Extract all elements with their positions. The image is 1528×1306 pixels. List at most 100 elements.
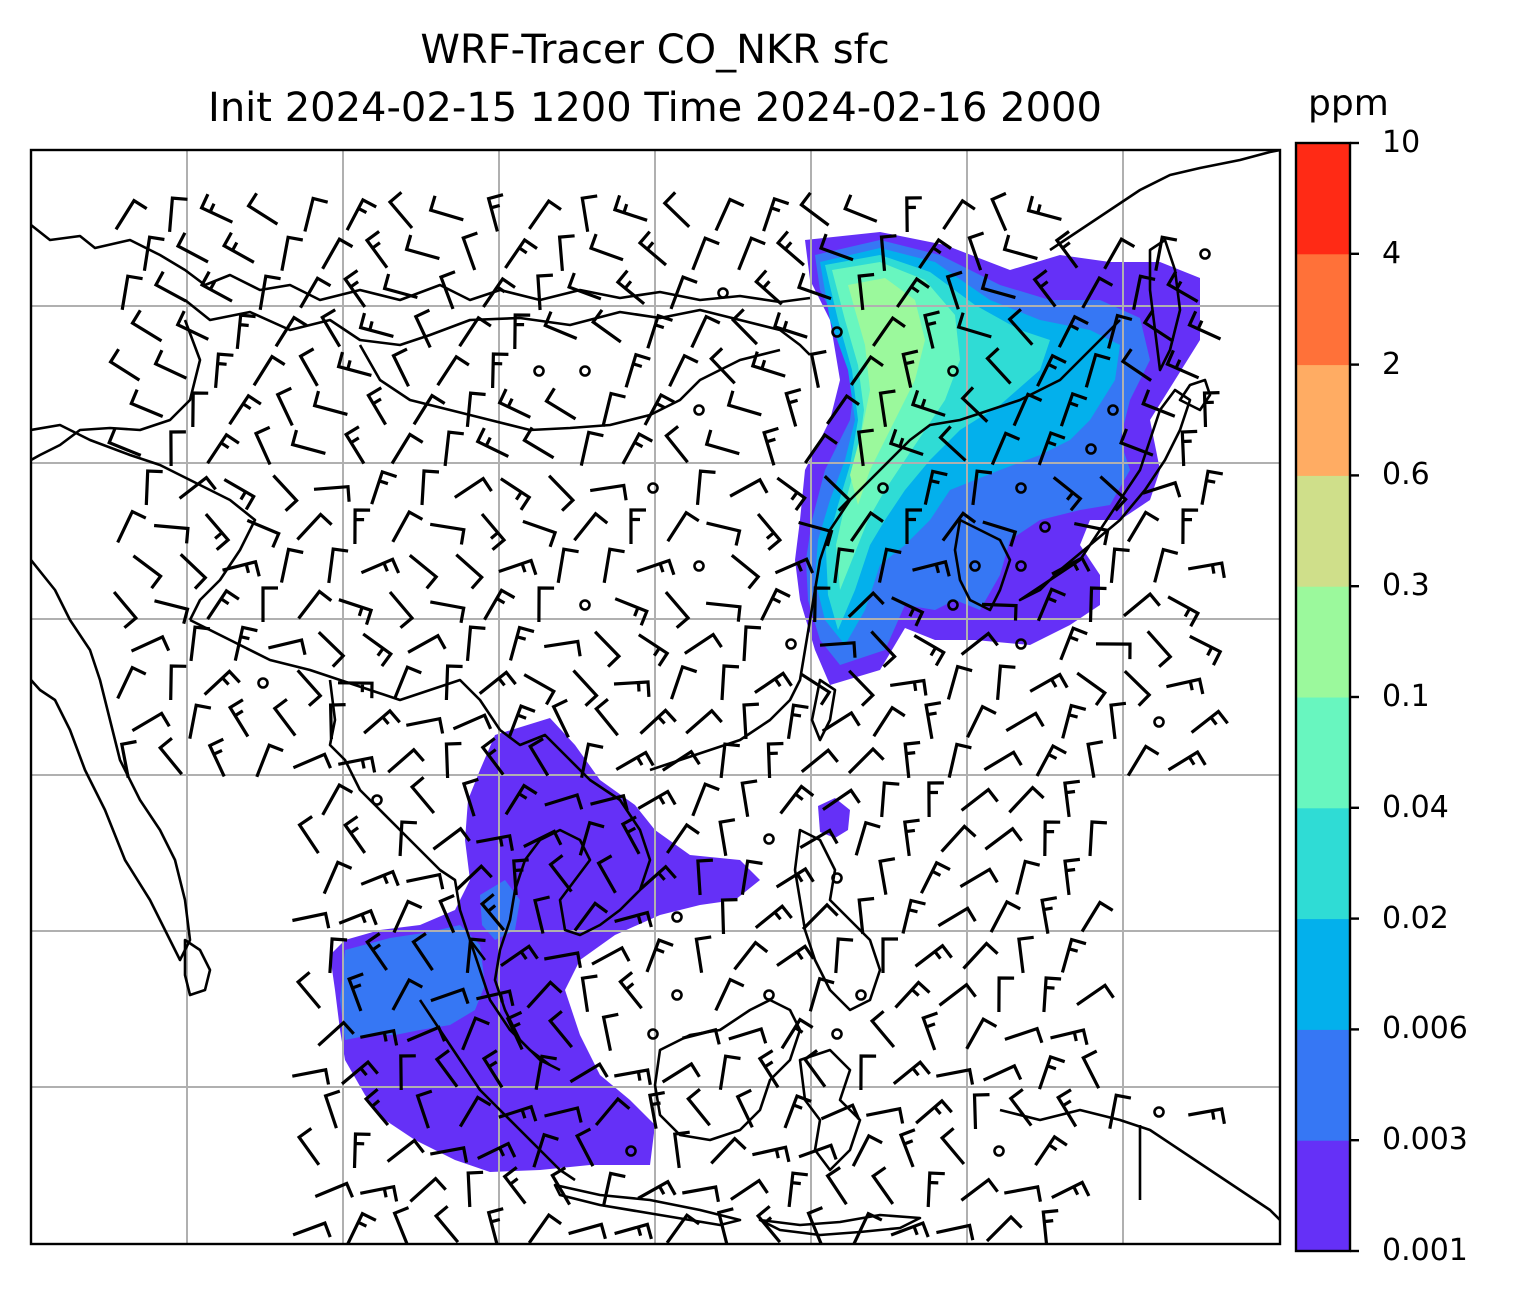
wind-barb xyxy=(775,230,805,267)
wind-barb xyxy=(871,315,906,347)
wind-barb xyxy=(801,902,839,931)
wind-barb xyxy=(945,270,963,310)
wind-barb xyxy=(299,276,332,309)
wind-barb xyxy=(340,1059,379,1086)
calm-wind-circle xyxy=(1015,482,1027,494)
wind-barb xyxy=(527,198,562,230)
wind-barb xyxy=(337,755,377,773)
wind-barb xyxy=(568,1222,607,1240)
wind-barb xyxy=(443,430,464,467)
wind-barb xyxy=(523,829,563,849)
wind-barb xyxy=(921,1011,939,1051)
wind-barb xyxy=(179,553,208,590)
colorbar-segment xyxy=(1296,143,1350,255)
wind-barb xyxy=(665,1212,701,1244)
border-china-west xyxy=(31,319,202,462)
wind-barb xyxy=(1086,740,1104,778)
calm-wind-circle xyxy=(1085,443,1097,455)
wind-barb xyxy=(153,523,190,544)
wind-barb xyxy=(272,474,299,512)
wind-barb xyxy=(1004,1185,1042,1202)
wind-barb xyxy=(342,815,367,854)
wind-barb xyxy=(465,391,486,428)
wind-barb xyxy=(114,198,148,231)
wind-barb xyxy=(1063,779,1080,818)
wind-barb xyxy=(290,429,326,455)
wind-barb xyxy=(222,559,261,577)
wind-barb xyxy=(1167,749,1207,772)
wind-barb xyxy=(936,1223,975,1241)
wind-barb xyxy=(204,513,231,551)
calm-wind-circle xyxy=(257,677,269,689)
wind-barb xyxy=(392,899,423,934)
wind-barb xyxy=(890,1220,930,1238)
wind-barb xyxy=(942,198,976,230)
wind-barb xyxy=(433,1205,460,1244)
wind-barb xyxy=(522,426,555,460)
wind-barb xyxy=(646,313,673,349)
wind-barb xyxy=(107,428,142,457)
wind-barb xyxy=(430,987,470,1005)
wind-barb xyxy=(142,235,165,272)
wind-barb xyxy=(353,508,371,545)
wind-barb xyxy=(618,971,643,1010)
coast-sumatra xyxy=(418,999,576,1182)
wind-barb xyxy=(1202,391,1220,428)
wind-barb xyxy=(390,432,424,465)
wind-barb xyxy=(404,234,440,261)
wind-barb xyxy=(737,236,766,271)
wind-barb xyxy=(872,705,906,738)
wind-barb xyxy=(645,938,674,973)
wind-barb xyxy=(345,197,377,231)
wind-barb xyxy=(296,669,323,707)
wind-barb xyxy=(436,354,470,387)
wind-barb xyxy=(937,906,977,928)
wind-barb xyxy=(129,388,164,418)
wind-barb xyxy=(261,586,278,622)
wind-barb xyxy=(280,235,304,271)
wind-barb xyxy=(298,347,319,387)
coast-russia-far-east xyxy=(1049,150,1280,252)
wind-barb xyxy=(189,625,211,662)
wind-barb xyxy=(798,520,834,547)
wind-barb xyxy=(382,273,418,300)
wind-barb xyxy=(985,1214,1023,1243)
wind-barb xyxy=(981,602,1018,621)
wind-barb xyxy=(601,391,626,427)
calm-wind-circle xyxy=(693,404,705,416)
wind-barb xyxy=(705,601,742,622)
wind-barb xyxy=(997,976,1015,1013)
wind-barb xyxy=(754,269,783,306)
wind-barb xyxy=(889,678,928,696)
wind-barb xyxy=(455,553,484,590)
wind-barb xyxy=(709,347,736,385)
wind-barb xyxy=(857,272,875,311)
wind-barb xyxy=(438,894,456,934)
wind-barb xyxy=(1122,591,1161,618)
wind-barb xyxy=(550,1166,571,1206)
calm-wind-circle xyxy=(1039,521,1051,533)
wind-barb xyxy=(1051,555,1091,576)
calm-wind-circle xyxy=(831,872,843,884)
wind-barb xyxy=(365,932,389,971)
wind-barb xyxy=(235,313,256,350)
wind-barb xyxy=(144,469,163,506)
wind-barb xyxy=(508,625,535,661)
wind-barb xyxy=(1119,428,1154,457)
wind-barb xyxy=(481,1049,504,1089)
wind-barb xyxy=(320,308,342,348)
wind-barb xyxy=(985,347,1012,385)
wind-barb xyxy=(947,742,972,778)
wind-barb xyxy=(895,276,930,308)
wind-barbs xyxy=(107,191,1229,1244)
wind-barb xyxy=(461,777,479,817)
wind-barb xyxy=(808,976,835,1012)
wind-barb xyxy=(498,1104,538,1122)
wind-barb xyxy=(1054,230,1079,269)
wind-barb xyxy=(714,197,745,232)
wind-barb xyxy=(614,1222,653,1240)
wind-barb xyxy=(405,716,445,734)
wind-barb xyxy=(578,820,605,856)
calm-wind-circle xyxy=(947,599,959,611)
